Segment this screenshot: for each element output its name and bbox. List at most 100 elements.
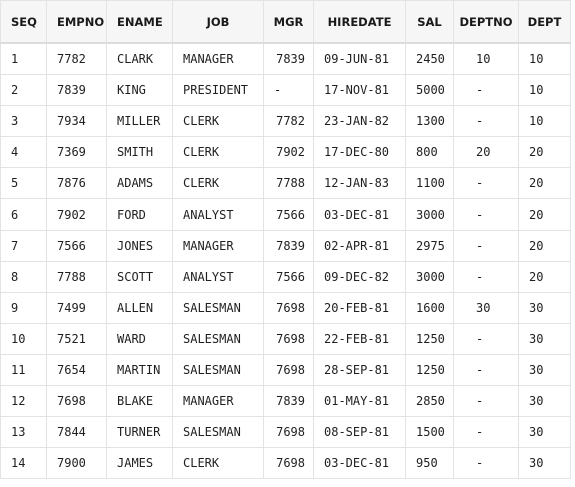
cell-hiredate: 02-APR-81 [313,229,406,262]
cell-sal: 1600 [405,291,454,324]
cell-job: CLERK [172,167,264,200]
cell-ename: ALLEN [106,291,173,324]
column-header-deptno[interactable]: DEPTNO [453,0,519,44]
cell-empno: 7521 [46,322,107,355]
cell-dept: 10 [518,105,571,138]
column-header-seq[interactable]: SEQ [0,0,47,44]
cell-seq: 3 [0,105,47,138]
column-header-mgr[interactable]: MGR [263,0,314,44]
cell-hiredate: 12-JAN-83 [313,167,406,200]
cell-sal: 1500 [405,416,454,449]
cell-dept: 20 [518,260,571,293]
cell-job: ANALYST [172,198,264,231]
cell-ename: TURNER [106,416,173,449]
cell-dept: 20 [518,229,571,262]
cell-empno: 7698 [46,385,107,418]
column-header-ename[interactable]: ENAME [106,0,173,44]
cell-deptno: - [453,198,519,231]
table-row[interactable]: 4 7369 SMITH CLERK 7902 17-DEC-80 800 20 20 [0,136,571,169]
cell-seq: 9 [0,291,47,324]
cell-deptno: 10 [453,42,519,76]
cell-empno: 7839 [46,74,107,107]
cell-deptno: - [453,260,519,293]
cell-empno: 7782 [46,42,107,76]
table-row[interactable]: 6 7902 FORD ANALYST 7566 03-DEC-81 3000-20 [0,198,571,231]
cell-sal: 800 [405,136,454,169]
cell-ename: JAMES [106,447,173,480]
cell-empno: 7566 [46,229,107,262]
column-header-empno[interactable]: EMPNO [46,0,107,44]
cell-job: SALESMAN [172,322,264,355]
cell-deptno: 30 [453,291,519,324]
cell-seq: 7 [0,229,47,262]
table-row[interactable]: 3 7934 MILLER CLERK 7782 23-JAN-82 1300-10 [0,105,571,138]
cell-empno: 7844 [46,416,107,449]
cell-deptno: - [453,229,519,262]
table-row[interactable]: 10 7521 WARD SALESMAN 7698 22-FEB-81 1250-30 [0,322,571,355]
cell-seq: 8 [0,260,47,293]
table-row[interactable]: 14 7900 JAMES CLERK 7698 03-DEC-81 950-30 [0,447,571,480]
table-row[interactable]: 8 7788 SCOTT ANALYST 7566 09-DEC-82 3000-20 [0,260,571,293]
cell-dept: 10 [518,42,571,76]
cell-empno: 7499 [46,291,107,324]
cell-job: SALESMAN [172,416,264,449]
cell-seq: 14 [0,447,47,480]
cell-job: CLERK [172,136,264,169]
cell-deptno: - [453,74,519,107]
cell-hiredate: 28-SEP-81 [313,353,406,387]
cell-empno: 7369 [46,136,107,169]
table-row[interactable]: 2 7839 KING PRESIDENT -17-NOV-81 5000-10 [0,74,571,107]
cell-sal: 3000 [405,260,454,293]
cell-ename: MILLER [106,105,173,138]
cell-mgr: 7698 [263,353,314,387]
cell-dept: 30 [518,385,571,418]
cell-hiredate: 01-MAY-81 [313,385,406,418]
cell-hiredate: 23-JAN-82 [313,105,406,138]
table-row[interactable]: 5 7876 ADAMS CLERK 7788 12-JAN-83 1100-20 [0,167,571,200]
cell-hiredate: 17-NOV-81 [313,74,406,107]
cell-deptno: - [453,322,519,355]
cell-seq: 12 [0,385,47,418]
cell-ename: BLAKE [106,385,173,418]
cell-sal: 1250 [405,322,454,355]
cell-job: ANALYST [172,260,264,293]
column-header-sal[interactable]: SAL [405,0,454,44]
cell-deptno: - [453,105,519,138]
cell-hiredate: 17-DEC-80 [313,136,406,169]
cell-ename: JONES [106,229,173,262]
table-row[interactable]: 11 7654 MARTIN SALESMAN 7698 28-SEP-81 1250-30 [0,353,571,387]
cell-hiredate: 03-DEC-81 [313,198,406,231]
cell-mgr: 7839 [263,229,314,262]
cell-dept: 10 [518,74,571,107]
table-row[interactable]: 7 7566 JONES MANAGER 7839 02-APR-81 2975-20 [0,229,571,262]
table-row[interactable]: 9 7499 ALLEN SALESMAN 7698 20-FEB-81 1600 30 30 [0,291,571,324]
cell-ename: FORD [106,198,173,231]
cell-mgr: 7698 [263,447,314,480]
cell-seq: 1 [0,42,47,76]
cell-seq: 6 [0,198,47,231]
cell-job: MANAGER [172,229,264,262]
table-row[interactable]: 13 7844 TURNER SALESMAN 7698 08-SEP-81 1500-30 [0,416,571,449]
cell-empno: 7934 [46,105,107,138]
column-header-dept[interactable]: DEPT [518,0,571,44]
cell-sal: 3000 [405,198,454,231]
cell-job: MANAGER [172,42,264,76]
cell-ename: SCOTT [106,260,173,293]
cell-seq: 4 [0,136,47,169]
cell-empno: 7788 [46,260,107,293]
cell-dept: 30 [518,291,571,324]
table-row[interactable]: 12 7698 BLAKE MANAGER 7839 01-MAY-81 2850-30 [0,385,571,418]
cell-mgr: 7698 [263,416,314,449]
cell-deptno: 20 [453,136,519,169]
cell-mgr: 7782 [263,105,314,138]
cell-mgr: 7839 [263,42,314,76]
table-row[interactable]: 1 7782 CLARK MANAGER 7839 09-JUN-81 2450 10 10 [0,42,571,76]
cell-sal: 1100 [405,167,454,200]
cell-job: CLERK [172,105,264,138]
cell-mgr: 7788 [263,167,314,200]
cell-ename: MARTIN [106,353,173,387]
column-header-hiredate[interactable]: HIREDATE [313,0,406,44]
cell-seq: 11 [0,353,47,387]
column-header-job[interactable]: JOB [172,0,264,44]
